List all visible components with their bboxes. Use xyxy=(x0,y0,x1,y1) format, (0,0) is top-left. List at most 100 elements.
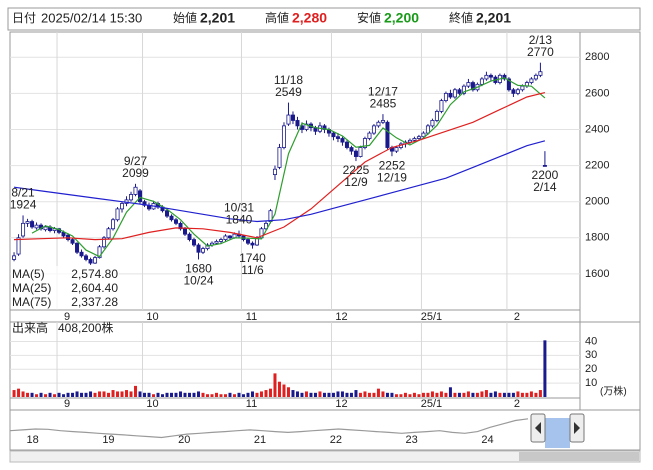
legend-name: MA(25) xyxy=(12,281,51,295)
volume-bar xyxy=(525,392,529,397)
candle-body xyxy=(218,239,223,242)
y-tick-label: 20 xyxy=(585,363,597,375)
volume-bar xyxy=(223,394,227,397)
volume-bar xyxy=(381,391,385,397)
x-tick-label: 2 xyxy=(514,398,520,410)
candle-body xyxy=(214,241,219,244)
nav-right-arrow xyxy=(574,422,580,434)
candle-body xyxy=(227,235,232,239)
volume-bar xyxy=(39,392,43,397)
volume-bar xyxy=(156,392,160,397)
volume-bar xyxy=(255,392,259,397)
candle-body xyxy=(25,221,30,224)
candle-body xyxy=(439,100,444,112)
volume-bar xyxy=(376,388,380,397)
volume-bar xyxy=(26,392,30,397)
x-tick-label: 11 xyxy=(246,398,257,410)
candle-body xyxy=(223,235,228,240)
candle-body xyxy=(461,85,466,94)
candle-body xyxy=(488,74,493,78)
volume-bar xyxy=(313,392,317,397)
volume-bar xyxy=(327,392,331,397)
annotation-date: 10/24 xyxy=(183,274,213,288)
annotation-value: 1680 xyxy=(185,262,212,276)
volume-bar xyxy=(21,391,25,397)
volume-bar xyxy=(165,392,169,397)
nav-range[interactable] xyxy=(545,418,570,448)
volume-bar xyxy=(277,381,281,397)
volume-bar xyxy=(322,392,326,397)
volume-bar xyxy=(93,392,97,397)
annotation-date: 10/31 xyxy=(224,201,254,215)
candle-body xyxy=(178,222,183,230)
volume-bar xyxy=(102,391,106,397)
date: 2025/02/14 15:30 xyxy=(41,10,142,25)
x-tick-label: 9 xyxy=(64,311,70,323)
volume-bar xyxy=(412,392,416,397)
volume-bar xyxy=(394,394,398,397)
volume-bar xyxy=(259,391,263,397)
candle-body xyxy=(335,136,340,139)
volume-bar xyxy=(480,391,484,397)
volume-bar xyxy=(543,340,547,397)
candle-body xyxy=(196,244,201,253)
candle-body xyxy=(192,239,197,246)
x-tick-label: 22 xyxy=(330,434,342,446)
candle-body xyxy=(120,203,125,210)
volume-bar xyxy=(516,391,520,397)
legend-value: 2,574.80 xyxy=(71,267,118,281)
candle-body xyxy=(93,257,98,264)
volume-bar xyxy=(210,394,214,397)
candle-body xyxy=(21,222,26,237)
candle-body xyxy=(430,120,435,127)
y-tick-label: 1800 xyxy=(585,232,609,244)
x-tick-label: 19 xyxy=(102,434,114,446)
volume-bar xyxy=(466,391,470,397)
candle-body xyxy=(502,74,507,80)
volume-bar xyxy=(399,394,403,397)
candle-body xyxy=(520,85,525,91)
volume-bar xyxy=(89,391,93,397)
x-tick-label: 2 xyxy=(514,311,520,323)
x-tick-label: 18 xyxy=(27,434,39,446)
volume-bar xyxy=(98,391,102,397)
annotation-date: 11/6 xyxy=(241,263,264,277)
volume-bar xyxy=(439,391,443,397)
candle-body xyxy=(111,219,116,230)
volume-bar xyxy=(116,391,120,397)
volume-bar xyxy=(228,392,232,397)
volume-bar xyxy=(214,392,218,397)
volume-bar xyxy=(403,392,407,397)
candle-body xyxy=(421,132,426,138)
x-tick-label: 24 xyxy=(481,434,493,446)
candle-body xyxy=(470,82,475,91)
volume-bar xyxy=(17,388,21,397)
volume-bar xyxy=(309,392,313,397)
candle-body xyxy=(511,89,516,94)
volume-bar xyxy=(457,392,461,397)
scrollbar-thumb[interactable] xyxy=(519,452,639,461)
volume-bar xyxy=(138,391,142,397)
volume-bar xyxy=(493,391,497,397)
annotation-value: 1840 xyxy=(226,213,253,227)
candle-body xyxy=(371,125,376,134)
annotation-date: 11/18 xyxy=(274,73,303,87)
candle-body xyxy=(250,242,255,246)
open: 2,201 xyxy=(200,10,235,26)
candle-body xyxy=(115,208,120,221)
volume-bar xyxy=(426,392,430,397)
volume-bar xyxy=(147,392,151,397)
volume-bar xyxy=(219,394,223,397)
volume-bar xyxy=(367,392,371,397)
volume-unit: (万株) xyxy=(600,385,627,398)
volume-bar xyxy=(358,392,362,397)
volume-bar xyxy=(192,392,196,397)
candle-body xyxy=(457,89,462,94)
volume-bar xyxy=(286,387,290,397)
x-tick-label: 10 xyxy=(146,311,158,323)
volume-bar xyxy=(53,394,57,397)
annotation-value: 1740 xyxy=(239,251,266,265)
candle-body xyxy=(353,150,358,157)
candle-body xyxy=(133,186,138,195)
volume-bar xyxy=(268,388,272,397)
